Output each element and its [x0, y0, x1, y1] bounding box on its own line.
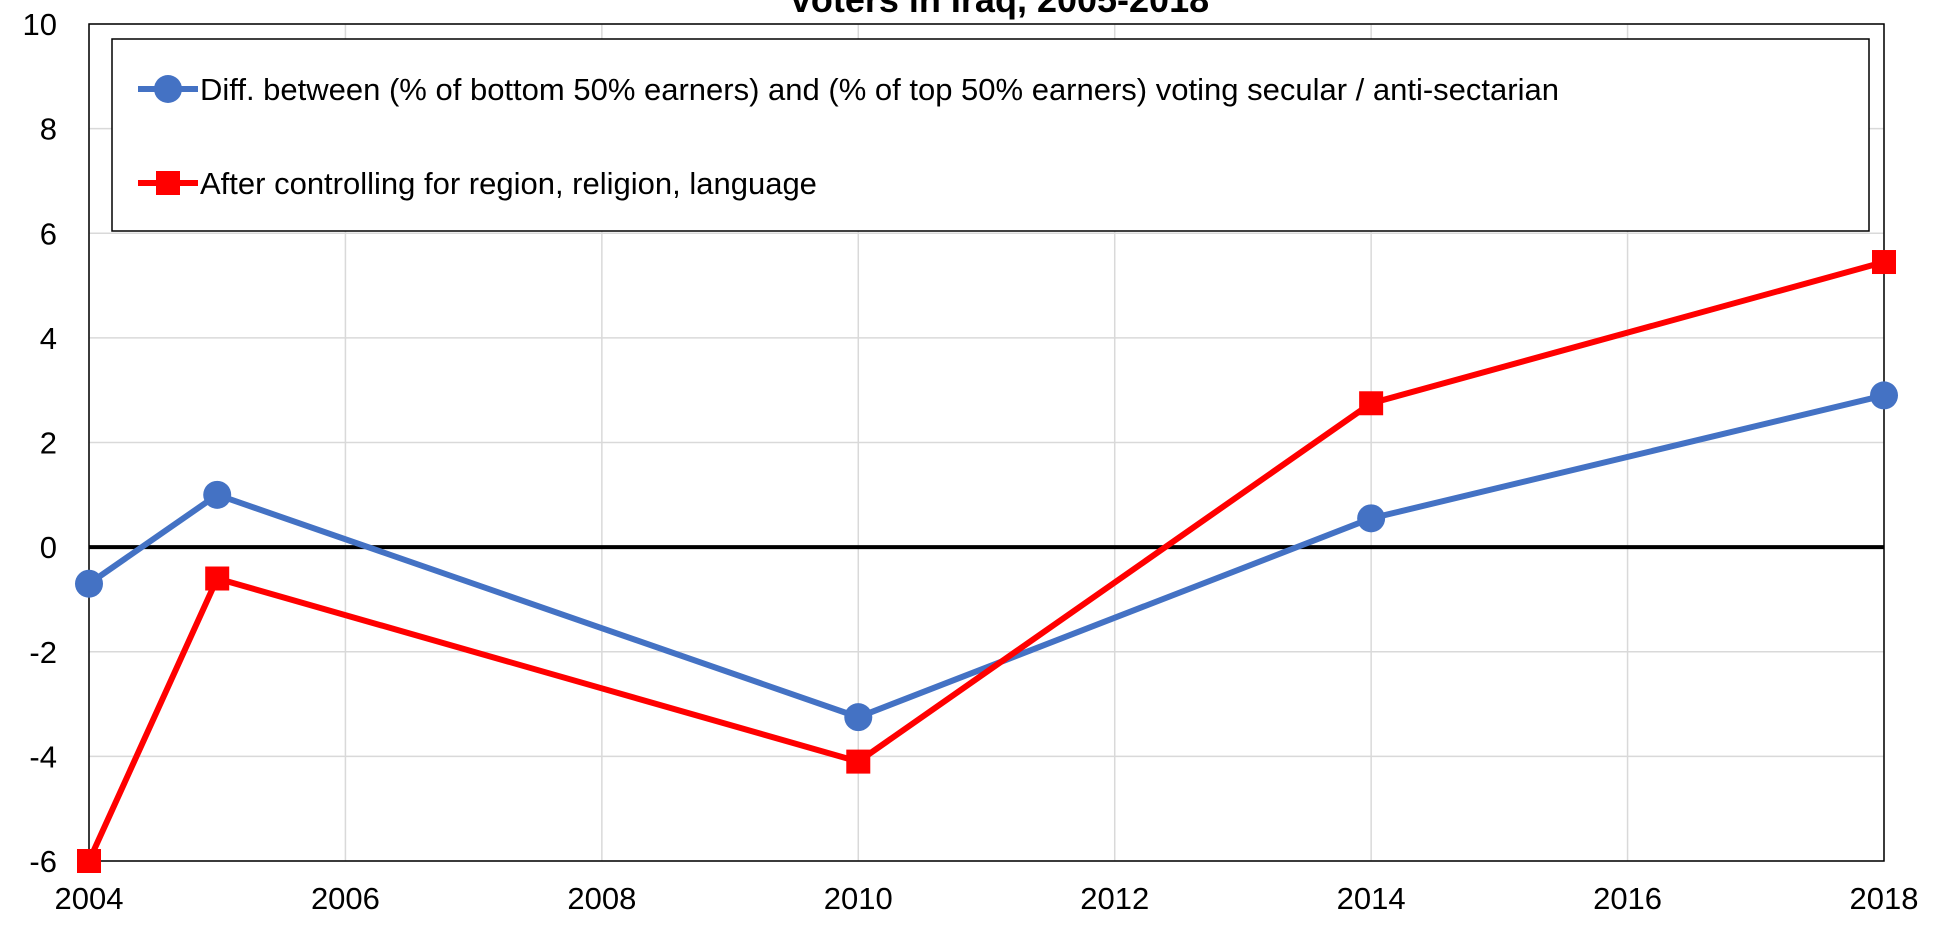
y-tick-label: -4: [29, 739, 57, 774]
legend-box: [111, 38, 1870, 232]
y-tick-label: -2: [29, 635, 57, 670]
marker: [75, 569, 103, 598]
marker: [1872, 250, 1896, 275]
legend: Diff. between (% of bottom 50% earners) …: [111, 38, 1870, 232]
y-tick-label: 8: [40, 112, 57, 147]
x-tick-label: 2006: [311, 881, 380, 916]
chart-title: voters in Iraq, 2005-2018: [791, 0, 1209, 20]
marker: [846, 749, 871, 774]
marker: [1870, 381, 1898, 410]
x-tick-label: 2008: [567, 881, 636, 916]
marker: [203, 480, 232, 509]
x-tick-label: 2004: [55, 881, 124, 916]
marker: [844, 703, 873, 732]
x-tick-label: 2012: [1080, 881, 1149, 916]
series-line: [86, 259, 1885, 863]
x-tick-label: 2016: [1593, 881, 1662, 916]
plot-frame: [88, 23, 1885, 862]
x-tick-label: 2014: [1337, 881, 1406, 916]
marker: [205, 566, 230, 591]
y-tick-label: 4: [40, 321, 57, 356]
x-tick-label: 2018: [1850, 881, 1919, 916]
marker: [154, 75, 182, 103]
x-tick-label: 2010: [824, 881, 893, 916]
y-tick-label: 2: [40, 426, 57, 461]
marker: [156, 171, 180, 195]
marker: [1357, 504, 1386, 533]
y-tick-label: -6: [29, 844, 57, 879]
y-tick-label: 10: [23, 7, 57, 42]
y-tick-label: 0: [40, 530, 57, 565]
marker: [77, 849, 101, 873]
y-tick-label: 6: [40, 216, 57, 251]
legend-label: After controlling for region, religion, …: [200, 166, 817, 201]
legend-label: Diff. between (% of bottom 50% earners) …: [200, 72, 1559, 107]
marker: [1359, 391, 1384, 416]
